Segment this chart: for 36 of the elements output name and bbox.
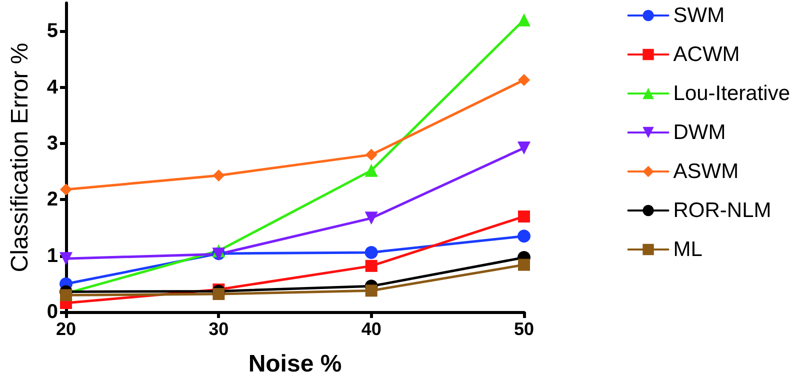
- y-tick-label: 2: [46, 188, 58, 211]
- point: [365, 148, 378, 161]
- point: [60, 184, 72, 196]
- point: [518, 210, 530, 222]
- legend-label: ACWM: [673, 43, 740, 66]
- point: [518, 258, 530, 271]
- legend-label: ASWM: [673, 160, 739, 183]
- point: [518, 13, 530, 26]
- legend-label: Lou-Iterative: [673, 82, 790, 105]
- x-tick-label: 50: [514, 319, 534, 339]
- point: [365, 284, 378, 297]
- point: [365, 260, 378, 272]
- point: [364, 212, 378, 225]
- y-tick-label: 1: [46, 244, 58, 267]
- y-axis-title: Classification Error %: [6, 42, 34, 272]
- y-tick-label: 0: [46, 301, 58, 323]
- legend-label: SWM: [673, 4, 725, 27]
- x-tick-label: 40: [361, 319, 382, 339]
- point: [60, 252, 72, 266]
- point: [518, 230, 530, 243]
- point: [364, 246, 378, 259]
- legend-label: ML: [673, 238, 702, 261]
- y-tick-label: 4: [46, 76, 59, 98]
- y-tick-label: 5: [46, 20, 58, 42]
- point: [364, 164, 378, 177]
- y-tick-label: 3: [46, 132, 58, 154]
- legend-label: ROR-NLM: [673, 199, 772, 222]
- x-tick-label: 20: [56, 319, 76, 339]
- point: [518, 141, 530, 154]
- point: [212, 288, 225, 300]
- point: [518, 74, 530, 86]
- point: [60, 289, 72, 302]
- x-tick-label: 30: [208, 319, 229, 339]
- legend-label: DWM: [673, 121, 726, 144]
- point: [212, 169, 225, 182]
- x-axis-title: Noise %: [248, 350, 342, 378]
